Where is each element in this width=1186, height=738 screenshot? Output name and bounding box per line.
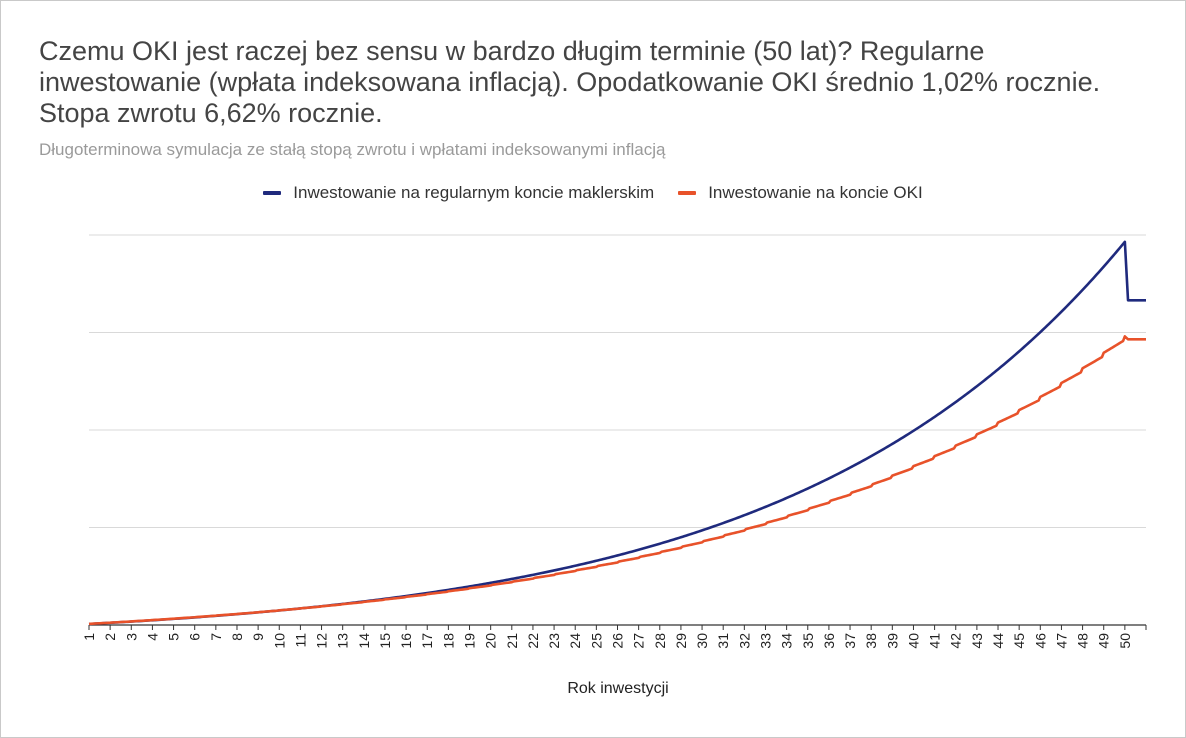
x-tick-label: 41 [927,633,943,649]
x-tick-label: 27 [631,633,647,649]
x-tick-label: 42 [948,633,964,649]
x-tick-label: 38 [863,633,879,649]
legend-item-oki[interactable]: Inwestowanie na koncie OKI [678,183,923,203]
legend-label-oki: Inwestowanie na koncie OKI [708,183,923,202]
x-tick-label: 32 [736,633,752,649]
x-tick-label: 36 [821,633,837,649]
x-tick-label: 22 [525,633,541,649]
x-tick-label: 11 [292,633,308,648]
x-tick-label: 19 [462,633,478,649]
legend-swatch-brokerage [263,191,282,195]
x-tick-label: 47 [1053,633,1069,649]
x-tick-label: 34 [779,633,795,649]
x-tick-label: 17 [419,633,435,649]
x-tick-label: 10 [271,633,287,649]
x-tick-label: 4 [144,633,160,641]
x-tick-label: 49 [1096,633,1112,649]
x-tick-label: 13 [335,633,351,649]
x-tick-label: 2 [102,633,118,641]
x-tick-label: 15 [377,633,393,649]
x-tick-label: 44 [990,633,1006,649]
x-tick-label: 24 [567,633,583,649]
chart-subtitle: Długoterminowa symulacja ze stałą stopą … [39,140,666,159]
x-tick-label: 43 [969,633,985,649]
series-line-brokerage [88,240,1146,626]
x-tick-label: 40 [905,633,921,649]
legend-label-brokerage: Inwestowanie na regularnym koncie makler… [293,183,655,202]
x-tick-label: 26 [610,633,626,649]
x-tick-label: 5 [166,633,182,641]
x-tick-label: 35 [800,633,816,649]
x-tick-label: 8 [229,633,245,641]
x-tick-label: 50 [1117,633,1133,649]
x-tick-label: 37 [842,633,858,649]
x-tick-label: 48 [1075,633,1091,649]
x-tick-label: 12 [314,633,330,649]
x-tick-label: 30 [694,633,710,649]
x-tick-label: 29 [673,633,689,649]
legend-item-brokerage[interactable]: Inwestowanie na regularnym koncie makler… [263,183,654,203]
x-tick-label: 31 [715,633,731,649]
x-tick-label: 16 [398,633,414,649]
series-line-oki [88,335,1146,626]
x-tick-label: 39 [884,633,900,649]
x-tick-label: 33 [757,633,773,649]
x-tick-label: 6 [187,633,203,641]
x-tick-label: 45 [1011,633,1027,649]
legend-swatch-oki [678,191,697,195]
x-tick-label: 25 [588,633,604,649]
x-tick-label: 46 [1032,633,1048,649]
chart-title: Czemu OKI jest raczej bez sensu w bardzo… [39,36,1101,128]
x-axis-label: Rok inwestycji [567,680,669,697]
x-tick-label: 23 [546,633,562,649]
x-tick-label: 14 [356,633,372,649]
x-tick-label: 7 [208,633,224,641]
x-tick-label: 3 [123,633,139,641]
x-tick-label: 20 [483,633,499,649]
x-tick-label: 28 [652,633,668,649]
x-tick-label: 18 [440,633,456,649]
chart-legend: Inwestowanie na regularnym koncie makler… [0,183,1186,203]
x-tick-label: 21 [504,633,520,649]
x-tick-label: 1 [81,633,97,641]
x-tick-label: 9 [250,633,266,641]
